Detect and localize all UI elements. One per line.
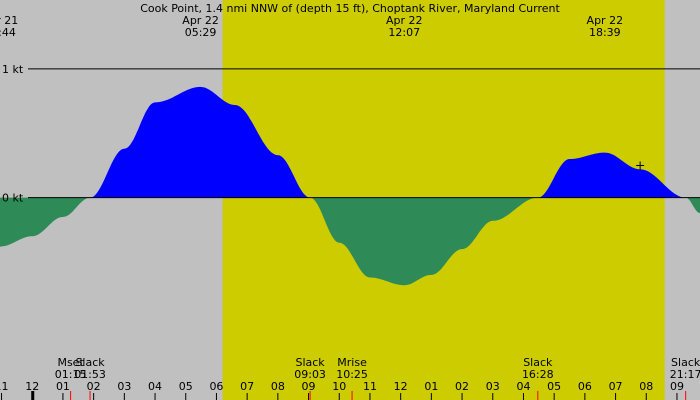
hour-label-21: 08 [639,380,653,393]
bottom-event-labels: Mset01:15Slack01:53Slack09:03Mrise10:25S… [55,356,700,400]
hour-label-19: 06 [578,380,592,393]
hour-label-17: 04 [516,380,530,393]
hour-label-3: 02 [87,380,101,393]
hour-label-8: 07 [240,380,254,393]
hour-label-7: 06 [209,380,223,393]
hour-label-20: 07 [609,380,623,393]
event-name-0: Mset [57,356,84,369]
ebb-area-2 [310,197,538,286]
top-time-0: 23:44 [0,26,16,39]
ebb-area-4 [685,197,700,214]
event-name-1: Slack [75,356,105,369]
current-areas [0,86,700,286]
hour-label-2: 01 [56,380,70,393]
flood-area-1 [90,86,311,198]
reference-lines [28,68,700,199]
hour-label-6: 05 [179,380,193,393]
hour-label-1: 12 [25,380,39,393]
hour-label-10: 09 [302,380,316,393]
event-time-5: 21:17 [670,368,700,381]
hour-label-18: 05 [547,380,561,393]
top-time-3: 18:39 [589,26,621,39]
top-date-1: Apr 22 [182,14,219,27]
y-tick-label-0: 1 kt [2,63,24,76]
top-date-2: Apr 22 [386,14,423,27]
y-tick-label-1: 0 kt [2,192,24,205]
hour-label-5: 04 [148,380,162,393]
chart-title: Cook Point, 1.4 nmi NNW of (depth 15 ft)… [140,2,560,15]
hour-label-22: 09 [670,380,684,393]
hour-label-11: 10 [332,380,346,393]
top-date-0: Apr 21 [0,14,18,27]
hour-label-12: 11 [363,380,377,393]
hour-label-0: 11 [0,380,9,393]
ebb-area-0 [0,197,90,247]
top-date-3: Apr 22 [587,14,624,27]
event-time-4: 16:28 [522,368,554,381]
event-name-4: Slack [523,356,553,369]
hour-label-4: 03 [117,380,131,393]
y-axis-labels: 1 kt 0 kt [2,63,24,205]
event-name-2: Slack [295,356,325,369]
hour-label-13: 12 [394,380,408,393]
hour-label-9: 08 [271,380,285,393]
top-time-1: 05:29 [185,26,217,39]
event-time-1: 01:53 [74,368,106,381]
flood-area-3 [537,152,686,198]
hour-label-15: 02 [455,380,469,393]
hour-label-14: 01 [424,380,438,393]
event-time-0: 01:15 [55,368,87,381]
x-axis-ticks: 11 12 01 02 03 04 05 06 07 08 09 10 11 12 01 02 03 04 05 06… [0,380,684,400]
event-time-3: 10:25 [336,368,368,381]
midnight-marker [31,391,35,400]
hour-label-16: 03 [486,380,500,393]
event-name-5: Slack [671,356,700,369]
top-time-2: 12:07 [388,26,420,39]
crosshair-marker [636,161,645,170]
event-name-3: Mrise [337,356,367,369]
event-time-2: 09:03 [294,368,326,381]
